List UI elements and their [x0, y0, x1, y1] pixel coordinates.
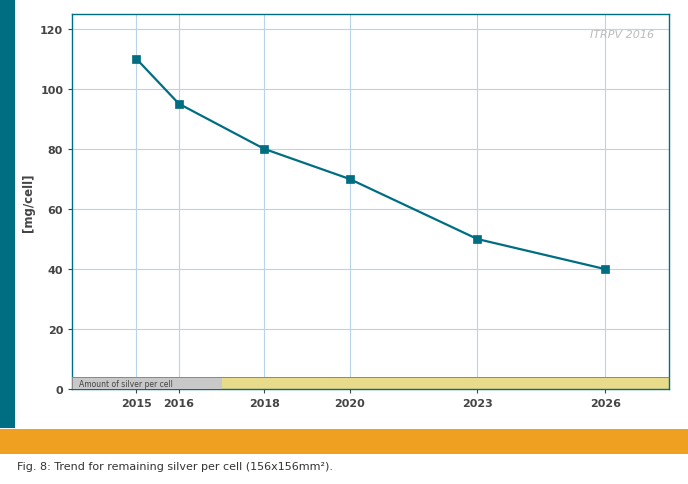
Amount of silver per cell [345, 177, 354, 182]
Text: ITRPV 2016: ITRPV 2016 [590, 30, 654, 40]
Amount of silver per cell [175, 102, 183, 107]
Amount of silver per cell [132, 57, 140, 62]
Amount of silver per cell [601, 267, 610, 272]
Amount of silver per cell [473, 237, 482, 242]
Line: Amount of silver per cell: Amount of silver per cell [132, 56, 610, 273]
Legend: Amount of silver per cell: Amount of silver per cell [275, 424, 467, 446]
Y-axis label: [mg/cell]: [mg/cell] [21, 173, 34, 231]
Bar [72, 378, 669, 390]
Text: Fig. 8: Trend for remaining silver per cell (156x156mm²).: Fig. 8: Trend for remaining silver per c… [17, 461, 333, 471]
Text: Amount of silver per cell: Amount of silver per cell [78, 379, 173, 388]
Amount of silver per cell [260, 147, 268, 152]
Bar [72, 378, 669, 390]
Bar [72, 378, 222, 390]
